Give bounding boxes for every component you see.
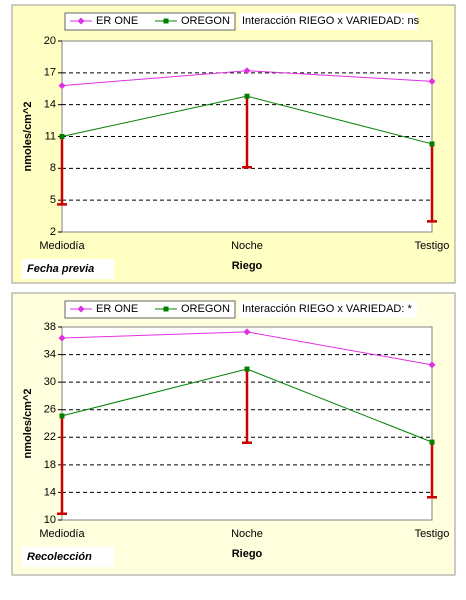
x-tick-label: Testigo bbox=[415, 528, 450, 540]
x-tick-label: Noche bbox=[231, 240, 263, 252]
legend-marker bbox=[77, 305, 85, 313]
legend-marker bbox=[77, 17, 85, 25]
x-axis-label: Riego bbox=[232, 260, 263, 272]
y-tick-label: 18 bbox=[44, 459, 56, 471]
marker bbox=[429, 439, 435, 445]
annotation-box bbox=[239, 13, 417, 30]
y-tick-label: 5 bbox=[50, 194, 56, 206]
y-tick-label: 20 bbox=[44, 35, 56, 47]
panel-label-box bbox=[22, 259, 114, 279]
legend-label: ER ONE bbox=[96, 303, 138, 315]
y-tick-label: 38 bbox=[44, 321, 56, 333]
marker bbox=[429, 141, 435, 147]
marker bbox=[58, 82, 66, 90]
legend-marker bbox=[163, 18, 169, 24]
marker bbox=[428, 77, 436, 85]
y-tick-label: 10 bbox=[44, 514, 56, 526]
x-tick-label: Mediodía bbox=[39, 240, 85, 252]
annotation: Interacción RIEGO x VARIEDAD: ns bbox=[242, 15, 420, 27]
panel-label: Fecha previa bbox=[27, 263, 94, 275]
panel-label: Recolección bbox=[27, 551, 92, 563]
error-bar bbox=[57, 415, 67, 516]
legend-label: OREGON bbox=[181, 15, 230, 27]
y-tick-label: 14 bbox=[44, 99, 56, 111]
x-tick-label: Mediodía bbox=[39, 528, 85, 540]
y-tick-label: 22 bbox=[44, 431, 56, 443]
error-bar bbox=[242, 96, 252, 169]
error-bar bbox=[427, 143, 437, 223]
x-tick-label: Noche bbox=[231, 528, 263, 540]
y-tick-label: 26 bbox=[44, 404, 56, 416]
marker bbox=[244, 93, 250, 99]
error-bar bbox=[57, 136, 67, 206]
y-tick-label: 8 bbox=[50, 162, 56, 174]
error-bar bbox=[427, 442, 437, 499]
marker bbox=[59, 134, 65, 139]
marker bbox=[59, 413, 65, 419]
y-tick-label: 2 bbox=[50, 226, 56, 238]
y-tick-label: 30 bbox=[44, 376, 56, 388]
panel-label-box bbox=[22, 547, 114, 567]
x-axis-label: Riego bbox=[232, 548, 263, 560]
legend-label: OREGON bbox=[181, 303, 230, 315]
marker bbox=[428, 361, 436, 369]
y-tick-label: 34 bbox=[44, 348, 56, 360]
y-tick-label: 17 bbox=[44, 67, 56, 79]
legend-label: ER ONE bbox=[96, 15, 138, 27]
y-axis-label: nmoles/cm^2 bbox=[22, 101, 34, 171]
y-tick-label: 14 bbox=[44, 486, 56, 498]
annotation-box bbox=[239, 301, 417, 318]
legend-box bbox=[64, 12, 236, 31]
marker bbox=[243, 328, 251, 336]
legend-box bbox=[64, 300, 236, 319]
marker bbox=[244, 366, 250, 372]
marker bbox=[58, 334, 66, 342]
annotation: Interacción RIEGO x VARIEDAD: * bbox=[242, 303, 412, 315]
y-tick-label: 11 bbox=[45, 130, 56, 142]
y-axis-label: nmoles/cm^2 bbox=[22, 388, 34, 458]
marker bbox=[243, 67, 251, 75]
legend-marker bbox=[163, 306, 169, 312]
error-bar bbox=[242, 369, 252, 445]
x-tick-label: Testigo bbox=[415, 240, 450, 252]
